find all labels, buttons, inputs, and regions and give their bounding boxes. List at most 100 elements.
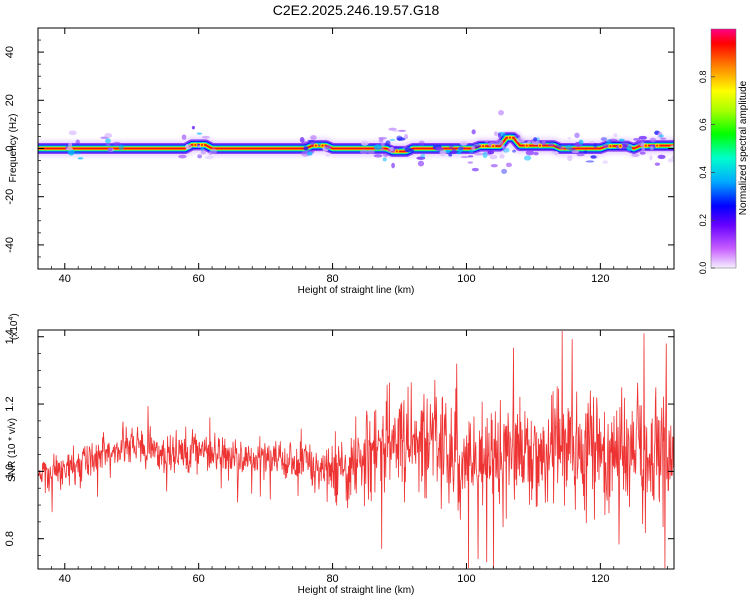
x-tick-label: 100 [457,273,475,285]
spectral-speckle [378,138,384,143]
y-tick-label: 1.2 [4,396,16,411]
spectral-speckle [571,150,580,154]
spectral-speckle [68,142,73,147]
spectral-speckle [417,160,425,167]
y-tick-label: 0.8 [4,531,16,546]
x-tick-label: 80 [326,573,338,585]
spectral-speckle [210,148,218,155]
spectral-speckle [533,151,539,156]
spectral-speckle [367,149,375,155]
spectral-speckle [299,137,305,143]
spectral-speckle [197,154,203,159]
spectral-speckle [66,147,73,151]
spectral-speckle [469,149,474,154]
snr-panel: 40 60 80 100 120 0.8 1.0 1.2 1.4 Height of strai… [4,313,675,596]
spectral-speckle [497,132,501,138]
spectral-speckle [68,130,77,136]
spectral-peak-core [395,150,398,153]
y-tick-label: -20 [4,189,16,205]
spectral-speckle [391,162,395,169]
spectral-speckle [190,147,196,150]
spectral-speckle [482,152,488,158]
spectral-speckle [585,160,595,163]
spectral-speckle [404,147,412,153]
spectral-speckle [489,154,498,160]
spectral-speckle [583,150,588,154]
colorbar-tick-label: 0.6 [698,118,708,131]
spectral-speckle [498,109,505,116]
spectral-speckle [373,144,382,151]
spectral-speckle [418,140,425,146]
x-tick-label: 40 [59,573,71,585]
x-tick-label: 40 [59,273,71,285]
spectral-speckle [404,134,408,140]
spectral-speckle [657,154,666,159]
spectral-speckle [392,129,399,132]
spectral-speckle [118,144,124,151]
spectral-peak-core [508,136,512,139]
spectral-speckle [618,138,625,142]
spectral-peak-core [194,143,197,146]
spectral-speckle [385,140,391,146]
spectral-speckle [458,146,465,151]
snr-x-label: Height of straight line (km) [298,585,415,596]
spectral-speckle [448,152,453,157]
snr-scale-label: (x104) [8,313,20,340]
y-tick-label: 40 [4,46,16,58]
spectral-speckle [310,141,315,145]
spectral-speckle [626,145,633,152]
spectral-speckle [460,156,469,159]
y-tick-label: 0 [4,145,16,151]
spectral-speckle [306,151,313,156]
spectral-speckle [105,138,111,144]
spectral-speckle [670,145,674,148]
spectral-speckle [178,154,187,159]
colorbar-frame [710,28,737,269]
spectral-speckle [107,147,113,152]
spectral-peak-core [656,144,659,147]
spectral-speckle [303,146,309,151]
spectral-speckle [382,157,387,162]
spectral-speckle [185,143,189,150]
spectral-speckle [649,155,653,161]
spectral-speckle [112,141,121,146]
spectral-speckle [396,137,406,141]
spectral-speckle [633,137,641,141]
spectral-speckle [667,158,674,163]
spectral-speckle [514,134,521,139]
x-tick-label: 60 [193,273,205,285]
spectral-speckle [531,140,540,146]
spectral-speckle [456,152,462,155]
spectral-speckle [547,143,555,147]
spectral-speckle [650,145,654,151]
spectral-speckle [204,155,214,160]
colorbar-ticks: 0.0 0.2 0.4 0.6 0.8 [698,71,715,275]
spectral-speckle [576,153,585,157]
spectral-speckle [359,149,368,155]
spectral-speckle [75,139,80,145]
spectral-speckle [567,155,573,162]
snr-frame [37,329,675,570]
colorbar-tick-label: 0.8 [698,71,708,84]
colorbar-tick-label: 0.0 [698,262,708,275]
spectral-speckle [378,136,387,140]
spectral-speckle [541,140,546,144]
snr-y-label: SNR (10 * v/v) [7,418,18,482]
spectral-speckle [501,144,505,149]
spectral-speckle [484,139,489,144]
spectral-speckle [501,168,508,174]
spectral-speckle [67,149,75,156]
spectral-peak-core [539,144,542,147]
spectral-speckle [389,146,394,151]
spectral-speckle [602,144,610,148]
spectral-speckle [310,135,317,140]
spectral-peak-core [492,144,495,148]
snr-series-line [38,331,674,568]
spectral-speckle [201,135,210,139]
spectral-speckle [196,132,203,135]
spectral-speckle [567,137,572,140]
spectral-peak-core [619,144,622,148]
spectral-peak-core [321,144,324,147]
spectral-speckle [654,162,661,166]
